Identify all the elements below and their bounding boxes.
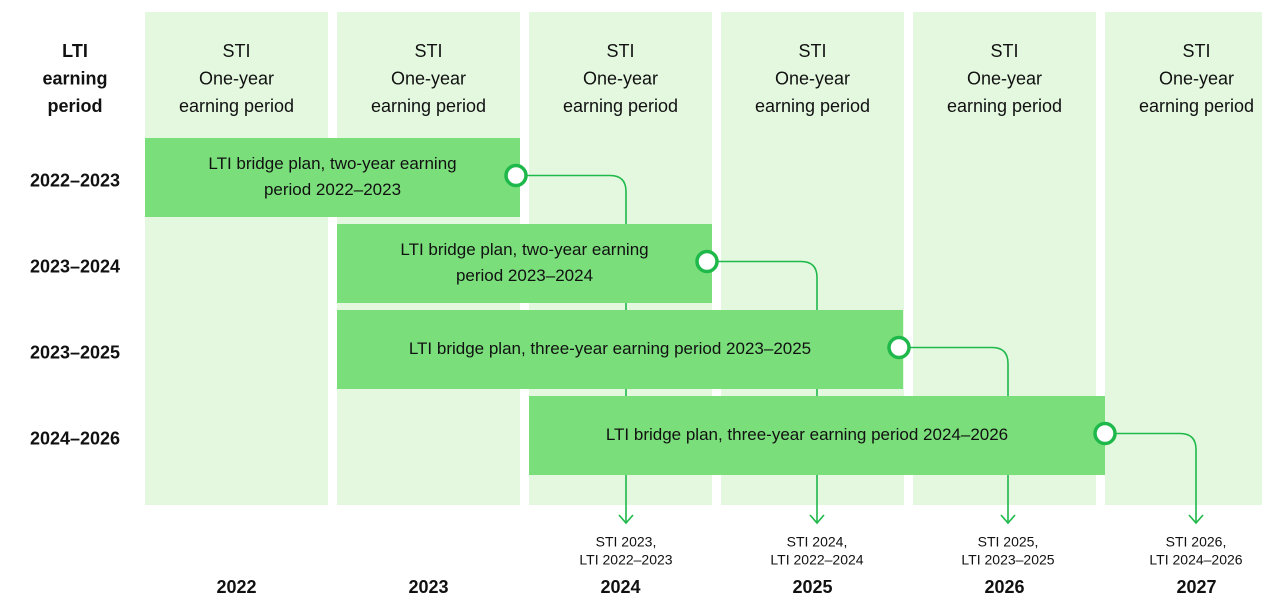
bar-text: period 2023–2024 [456, 266, 593, 285]
outcome-label: LTI 2024–2026 [1149, 552, 1242, 568]
arrow-head [1188, 514, 1204, 525]
bar-text: LTI bridge plan, two-year earning [208, 154, 456, 173]
row-label: 2024–2026 [30, 428, 120, 448]
column-header: STI [414, 41, 442, 61]
row-label: 2022–2023 [30, 170, 120, 190]
column-header: One-year [583, 68, 658, 88]
connector [526, 174, 627, 523]
column-header: earning period [1139, 96, 1254, 116]
bar-text: LTI bridge plan, three-year earning peri… [606, 425, 1008, 444]
outcome-label: STI 2026, [1166, 534, 1227, 550]
column-header: One-year [391, 68, 466, 88]
column-header: STI [798, 41, 826, 61]
column-header: STI [606, 41, 634, 61]
column-header: STI [222, 41, 250, 61]
outcome-label: STI 2025, [978, 534, 1039, 550]
year-label: 2026 [984, 577, 1024, 597]
column-header: earning period [371, 96, 486, 116]
year-label: 2027 [1176, 577, 1216, 597]
connector [717, 260, 818, 523]
milestone [1093, 421, 1117, 446]
arrow-head [809, 514, 825, 525]
bar-text: LTI bridge plan, three-year earning peri… [409, 339, 811, 358]
column-header: One-year [775, 68, 850, 88]
bar-text: period 2022–2023 [264, 180, 401, 199]
outcome-label: LTI 2023–2025 [961, 552, 1054, 568]
outcome-label: LTI 2022–2024 [770, 552, 863, 568]
column-header: One-year [967, 68, 1042, 88]
year-label: 2025 [792, 577, 832, 597]
column-header: earning period [755, 96, 870, 116]
column-header: earning period [179, 96, 294, 116]
header-label: period [47, 96, 102, 116]
column-header: STI [1182, 41, 1210, 61]
outcome-label: STI 2023, [596, 534, 657, 550]
column-header: earning period [563, 96, 678, 116]
column-header: One-year [199, 68, 274, 88]
column-header: One-year [1159, 68, 1234, 88]
column-bg [145, 12, 328, 505]
arrow-head [618, 514, 634, 525]
connector [909, 346, 1009, 523]
outcome-label: STI 2024, [787, 534, 848, 550]
column-header: STI [990, 41, 1018, 61]
plan-bar [337, 310, 903, 389]
row-label: 2023–2025 [30, 342, 120, 362]
year-label: 2024 [600, 577, 640, 597]
row-label: 2023–2024 [30, 256, 120, 276]
milestone [504, 163, 528, 188]
year-label: 2023 [408, 577, 448, 597]
milestone [695, 249, 719, 274]
year-label: 2022 [216, 577, 256, 597]
column-header: earning period [947, 96, 1062, 116]
plan-bar [337, 224, 712, 303]
header-label: LTI [62, 41, 88, 61]
connector [1115, 432, 1197, 523]
column-bg [1105, 12, 1262, 505]
milestone [887, 335, 911, 360]
outcome-label: LTI 2022–2023 [579, 552, 672, 568]
header-label: earning [42, 68, 107, 88]
bar-text: LTI bridge plan, two-year earning [400, 240, 648, 259]
plan-bar [145, 138, 520, 217]
arrow-head [1000, 514, 1016, 525]
plan-bar [529, 396, 1105, 475]
